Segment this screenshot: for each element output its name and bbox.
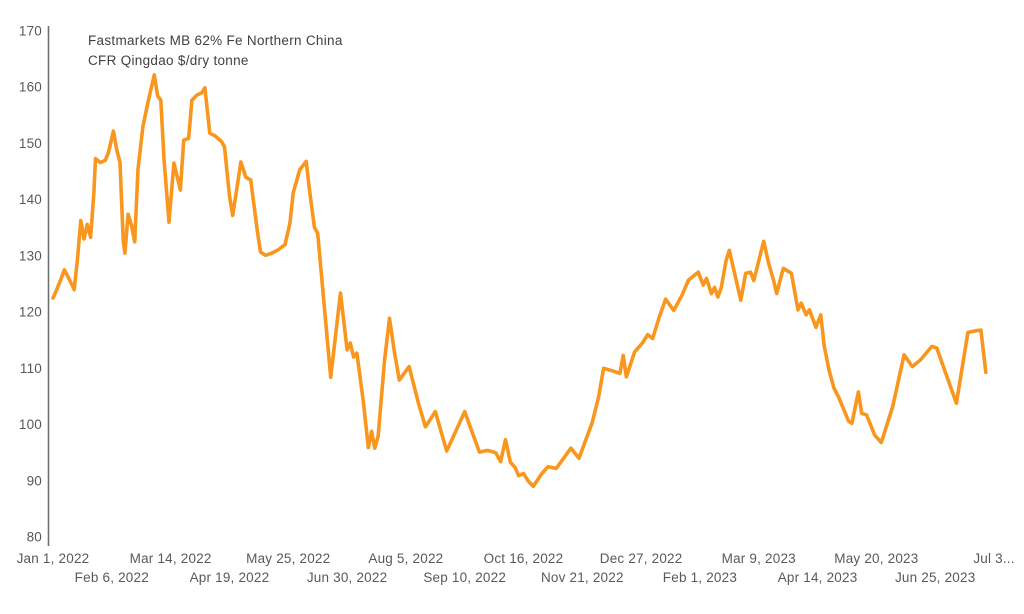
x-axis-tick-label: May 25, 2022 <box>246 551 330 566</box>
x-axis-tick-label: Oct 16, 2022 <box>484 551 564 566</box>
x-axis-tick-label: Mar 14, 2022 <box>130 551 212 566</box>
x-axis-tick-label: Apr 19, 2022 <box>190 570 270 585</box>
price-line <box>51 73 988 489</box>
y-axis-tick-label: 150 <box>19 136 42 151</box>
y-axis-tick-label: 110 <box>20 361 42 376</box>
x-axis-tick-label: Jan 1, 2022 <box>17 551 90 566</box>
y-axis-tick-label: 170 <box>19 24 42 39</box>
x-axis-tick-label: Nov 21, 2022 <box>541 570 624 585</box>
y-axis-tick-label: 130 <box>19 248 42 263</box>
x-axis-tick-label: Dec 27, 2022 <box>600 551 683 566</box>
chart-title-line2: CFR Qingdao $/dry tonne <box>88 53 249 68</box>
y-axis-tick-label: 90 <box>27 473 42 488</box>
x-axis-tick-label: Jun 30, 2022 <box>307 570 387 585</box>
x-axis-tick-label: Feb 1, 2023 <box>663 570 737 585</box>
chart-title-line1: Fastmarkets MB 62% Fe Northern China <box>88 33 343 48</box>
x-axis-tick-label: Feb 6, 2022 <box>75 570 149 585</box>
x-axis-tick-label: Jul 3... <box>973 551 1014 566</box>
x-axis-tick-label: Mar 9, 2023 <box>722 551 796 566</box>
x-axis-tick-label: Apr 14, 2023 <box>778 570 858 585</box>
chart-title: Fastmarkets MB 62% Fe Northern China CFR… <box>88 31 343 71</box>
y-axis-tick-label: 120 <box>19 305 42 320</box>
y-axis-tick-label: 80 <box>27 530 42 545</box>
x-axis-tick-label: Jun 25, 2023 <box>895 570 975 585</box>
x-axis-tick-label: Sep 10, 2022 <box>423 570 506 585</box>
y-axis-tick-label: 160 <box>19 80 42 95</box>
x-axis-tick-label: Aug 5, 2022 <box>368 551 443 566</box>
y-axis-tick-label: 140 <box>19 192 42 207</box>
x-axis-tick-label: May 20, 2023 <box>834 551 918 566</box>
y-axis-tick-label: 100 <box>19 417 42 432</box>
